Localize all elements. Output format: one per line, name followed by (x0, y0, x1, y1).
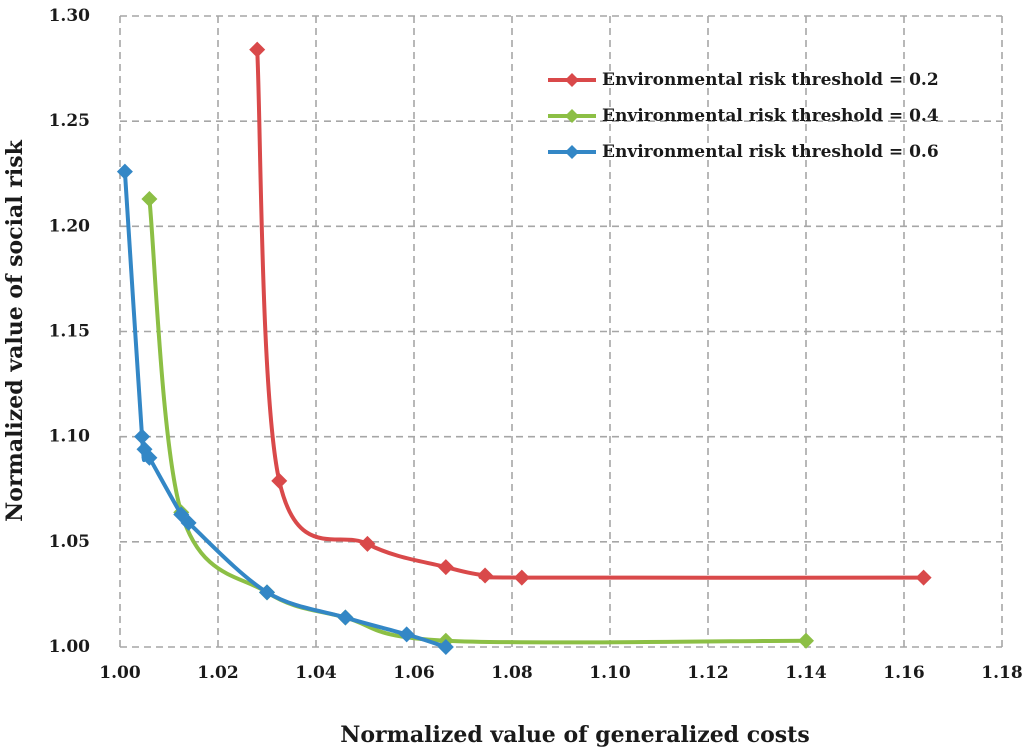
data-point (180, 514, 197, 531)
y-axis-title: Normalized value of social risk (2, 139, 28, 521)
data-point (134, 428, 151, 445)
legend-marker-icon (565, 73, 579, 87)
series-layer (116, 41, 932, 655)
data-point (249, 41, 266, 58)
tick-labels: 1.00 1.02 1.04 1.06 1.08 1.10 1.12 1.14 1.16 1.18… (49, 6, 1023, 683)
y-tick-label: 1.30 (49, 6, 91, 26)
data-point (437, 559, 454, 576)
x-tick-label: 1.02 (197, 663, 238, 683)
y-tick-label: 1.15 (49, 322, 90, 342)
legend-marker-icon (565, 145, 579, 159)
legend: Environmental risk threshold = 0.2 Enviro… (548, 70, 939, 162)
data-point (259, 584, 275, 601)
series-line (255, 47, 926, 580)
data-point (116, 163, 133, 180)
legend-label: Environmental risk threshold = 0.4 (602, 106, 939, 126)
x-tick-label: 1.00 (99, 663, 141, 683)
data-point (477, 567, 494, 584)
data-point (513, 569, 530, 586)
x-tick-label: 1.16 (883, 663, 924, 683)
data-point (141, 449, 158, 466)
series-line (122, 169, 448, 649)
legend-label: Environmental risk threshold = 0.2 (602, 70, 939, 90)
series-2 (141, 190, 814, 649)
x-tick-label: 1.06 (393, 663, 434, 683)
data-point (359, 535, 376, 552)
y-tick-label: 1.25 (49, 111, 90, 131)
x-axis-title: Normalized value of generalized costs (340, 722, 809, 748)
series-1 (249, 41, 932, 586)
y-tick-label: 1.00 (49, 637, 91, 657)
legend-item-3: Environmental risk threshold = 0.6 (548, 142, 939, 162)
legend-item-2: Environmental risk threshold = 0.4 (548, 106, 939, 126)
y-tick-label: 1.05 (49, 532, 90, 552)
x-tick-label: 1.18 (981, 663, 1022, 683)
legend-marker-icon (565, 109, 579, 123)
x-tick-label: 1.04 (295, 663, 337, 683)
y-tick-label: 1.20 (49, 216, 91, 236)
x-tick-label: 1.10 (589, 663, 631, 683)
y-tick-label: 1.10 (49, 427, 91, 447)
legend-item-1: Environmental risk threshold = 0.2 (548, 70, 939, 90)
legend-label: Environmental risk threshold = 0.6 (602, 142, 939, 162)
data-point (798, 632, 814, 649)
data-point (398, 626, 415, 643)
data-point (915, 569, 932, 586)
x-tick-label: 1.14 (785, 663, 827, 683)
x-tick-label: 1.08 (491, 663, 532, 683)
series-3 (116, 163, 454, 655)
data-point (337, 609, 354, 626)
x-tick-label: 1.12 (687, 663, 728, 683)
data-point (271, 472, 288, 489)
data-point (141, 190, 158, 207)
data-point (437, 639, 454, 655)
